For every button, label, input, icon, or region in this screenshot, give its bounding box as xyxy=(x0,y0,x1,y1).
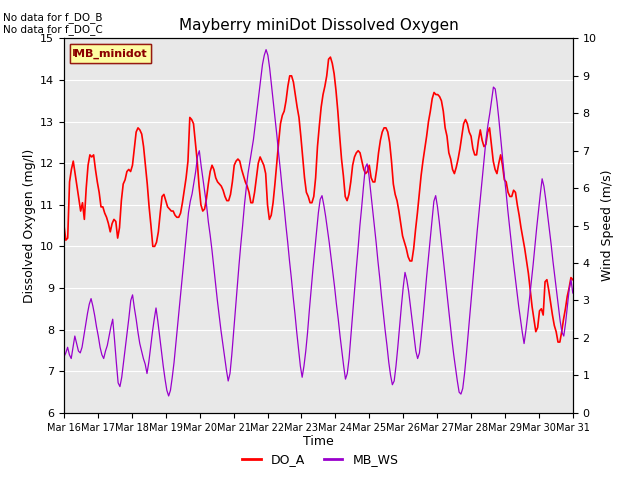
Legend: DO_A, MB_WS: DO_A, MB_WS xyxy=(237,448,403,471)
Text: No data for f_DO_C: No data for f_DO_C xyxy=(3,24,103,35)
Y-axis label: Dissolved Oxygen (mg/l): Dissolved Oxygen (mg/l) xyxy=(23,148,36,303)
Y-axis label: Wind Speed (m/s): Wind Speed (m/s) xyxy=(601,170,614,281)
Text: No data for f_DO_B: No data for f_DO_B xyxy=(3,12,102,23)
Title: Mayberry miniDot Dissolved Oxygen: Mayberry miniDot Dissolved Oxygen xyxy=(179,18,458,33)
Legend: MB_minidot: MB_minidot xyxy=(70,44,151,63)
X-axis label: Time: Time xyxy=(303,435,334,448)
